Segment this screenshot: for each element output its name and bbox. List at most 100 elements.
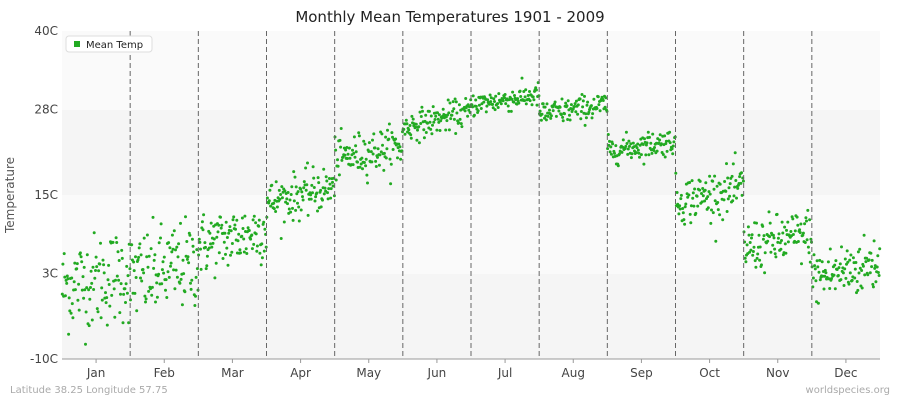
legend-swatch [74,41,80,47]
data-point [61,262,65,266]
data-point [535,103,539,107]
data-point [665,149,669,153]
data-point [97,269,101,273]
data-point [66,277,70,281]
data-point [236,239,240,243]
data-point [209,221,213,225]
data-point [62,252,66,256]
data-point [181,258,185,262]
data-point [159,222,163,226]
data-point [179,221,182,225]
data-point [434,114,438,118]
data-point [112,287,116,291]
data-point [302,180,306,184]
data-point [87,324,91,328]
data-point [564,101,568,105]
data-point [713,199,717,203]
data-point [372,132,376,136]
data-point [108,304,112,308]
data-point [735,196,738,200]
data-point [364,157,368,161]
data-point [628,144,631,148]
data-point [773,247,777,251]
data-point [257,224,261,228]
data-point [871,285,875,289]
data-point [231,218,235,222]
data-point [394,137,398,141]
data-point [92,231,96,235]
data-point [772,236,776,240]
data-point [601,99,605,102]
data-point [99,316,103,320]
data-point [304,188,308,192]
data-point [595,107,599,110]
data-point [258,251,262,255]
data-point [380,132,384,136]
data-point [70,302,74,306]
data-point [84,342,87,346]
data-point [71,316,75,320]
data-point [625,142,629,145]
data-point [329,196,333,200]
data-point [263,227,267,231]
data-point [430,132,434,136]
data-point [105,323,109,327]
data-point [733,151,737,155]
data-point [520,76,524,80]
data-point [319,205,323,209]
data-point [645,141,649,145]
data-point [295,192,299,196]
data-point [706,195,710,199]
data-point [374,165,378,168]
data-point [130,243,134,247]
data-point [677,212,681,216]
data-point [815,259,819,263]
data-point [296,201,299,205]
data-point [786,220,790,224]
data-point [551,109,555,113]
data-point [212,237,216,241]
data-point [574,99,578,103]
data-point [553,100,557,104]
data-point [584,112,588,116]
data-point [192,250,196,254]
data-point [165,296,169,299]
data-point [726,197,730,201]
data-point [433,118,437,121]
data-point [254,232,258,236]
data-point [457,103,461,107]
data-point [804,216,808,220]
data-point [806,208,810,212]
data-point [493,108,497,112]
data-point [447,111,451,115]
data-point [164,278,168,282]
data-point [255,249,259,253]
data-point [80,260,84,264]
data-point [429,127,433,131]
data-point [382,168,386,172]
data-point [136,258,140,262]
data-point [246,226,250,230]
data-point [339,127,343,130]
data-point [292,199,296,203]
data-point [189,287,193,291]
data-point [278,197,282,201]
data-point [523,95,527,99]
data-point [161,260,165,264]
data-point [541,102,545,106]
data-point [123,287,127,291]
data-point [489,96,493,100]
data-point [140,279,144,283]
data-point [581,105,585,109]
data-point [327,177,331,180]
data-point [343,153,347,157]
data-point [257,218,261,222]
data-point [409,136,413,140]
data-point [381,143,384,147]
data-point [95,307,99,311]
data-point [700,192,703,195]
data-point [703,188,707,192]
data-point [745,243,749,247]
data-point [826,260,830,264]
data-point [221,257,225,260]
